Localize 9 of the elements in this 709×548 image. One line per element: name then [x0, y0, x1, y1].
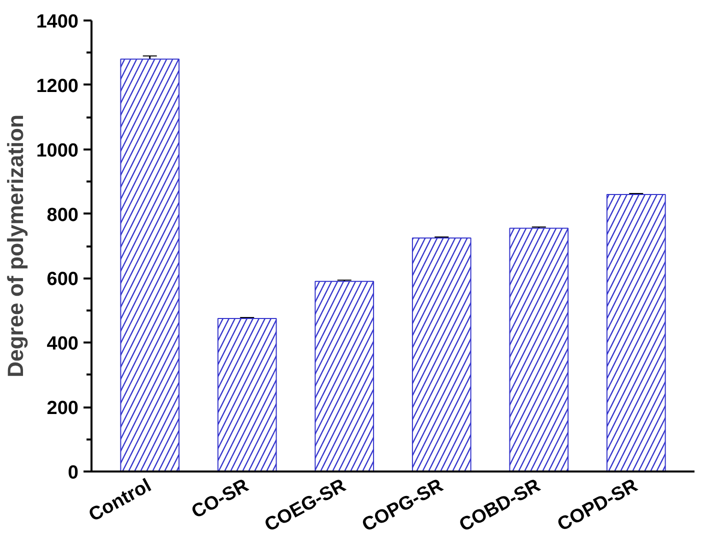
y-tick-label: 600: [46, 269, 78, 290]
y-tick-label: 1000: [36, 140, 79, 162]
y-tick-label: 0: [68, 462, 79, 484]
y-tick-label: 1200: [36, 76, 79, 97]
y-tick-label: 1400: [36, 12, 79, 32]
y-tick-label: 400: [46, 334, 78, 355]
y-tick-label: 200: [46, 398, 78, 420]
y-tick-label: 800: [46, 204, 78, 226]
y-axis-title: Degree of polymerization: [3, 114, 28, 378]
